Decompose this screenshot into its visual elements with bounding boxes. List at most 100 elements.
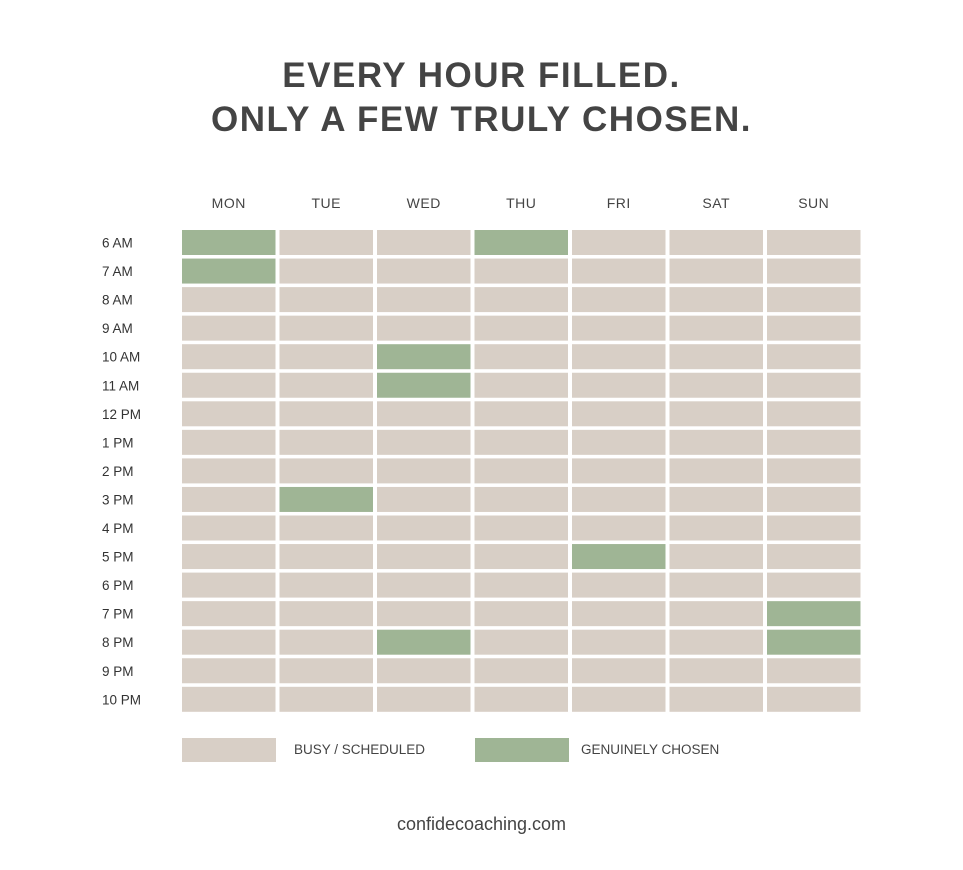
heatmap-cell-busy (669, 287, 763, 313)
heatmap-cell-busy (182, 686, 276, 712)
legend-label-chosen: GENUINELY CHOSEN (581, 742, 720, 757)
heatmap-cell-busy (767, 429, 861, 455)
title-line-2: ONLY A FEW TRULY CHOSEN. (211, 100, 752, 139)
day-label-thu: THU (506, 195, 536, 211)
heatmap-cell-chosen (279, 486, 373, 512)
day-label-fri: FRI (607, 195, 631, 211)
heatmap-cell-chosen (767, 629, 861, 655)
heatmap-cell-busy (279, 344, 373, 370)
heatmap-cell-busy (279, 515, 373, 541)
heatmap-cell-busy (279, 544, 373, 570)
heatmap-cell-busy (377, 544, 471, 570)
hour-label: 2 PM (102, 464, 134, 479)
heatmap-cell-busy (767, 258, 861, 284)
hour-label: 12 PM (102, 407, 141, 422)
heatmap-cell-chosen (572, 544, 666, 570)
heatmap-cell-busy (767, 515, 861, 541)
heatmap-cell-busy (572, 258, 666, 284)
legend-swatch-busy (182, 738, 276, 762)
heatmap-cell-busy (572, 601, 666, 627)
heatmap-cell-busy (572, 458, 666, 484)
heatmap-cell-busy (474, 315, 568, 341)
heatmap-cell-busy (474, 629, 568, 655)
heatmap-cell-busy (572, 287, 666, 313)
heatmap-cell-busy (572, 658, 666, 684)
heatmap-cell-busy (279, 372, 373, 398)
heatmap-cell-busy (669, 230, 763, 255)
heatmap-cell-busy (182, 572, 276, 598)
heatmap-cell-busy (572, 686, 666, 712)
heatmap-cell-busy (182, 429, 276, 455)
heatmap-cell-busy (474, 572, 568, 598)
heatmap-cell-busy (474, 486, 568, 512)
heatmap-cell-busy (377, 258, 471, 284)
heatmap-cell-busy (572, 486, 666, 512)
heatmap-cell-busy (572, 401, 666, 427)
heatmap-cell-chosen (377, 629, 471, 655)
heatmap-cell-busy (572, 515, 666, 541)
heatmap-cell-busy (572, 344, 666, 370)
heatmap-cell-busy (572, 629, 666, 655)
heatmap-cell-busy (474, 544, 568, 570)
heatmap-cell-busy (377, 572, 471, 598)
heatmap-cell-busy (377, 401, 471, 427)
heatmap-cell-busy (767, 287, 861, 313)
heatmap-cell-busy (279, 572, 373, 598)
heatmap-cell-busy (279, 287, 373, 313)
heatmap-cell-busy (182, 458, 276, 484)
heatmap-cell-busy (182, 401, 276, 427)
day-label-tue: TUE (312, 195, 342, 211)
heatmap-cell-busy (377, 458, 471, 484)
heatmap-cell-busy (279, 629, 373, 655)
heatmap-cell-busy (279, 401, 373, 427)
heatmap-cell-busy (377, 230, 471, 255)
day-label-wed: WED (407, 195, 441, 211)
heatmap-cell-busy (474, 401, 568, 427)
heatmap-cell-busy (182, 344, 276, 370)
heatmap-cell-busy (377, 315, 471, 341)
heatmap-cell-busy (572, 230, 666, 255)
heatmap-cell-busy (182, 544, 276, 570)
hour-label: 9 AM (102, 321, 133, 336)
day-label-sun: SUN (798, 195, 829, 211)
heatmap-cell-busy (377, 658, 471, 684)
heatmap-cell-busy (767, 458, 861, 484)
heatmap-cell-busy (767, 572, 861, 598)
hour-label: 5 PM (102, 550, 134, 565)
heatmap-cell-busy (669, 372, 763, 398)
heatmap-cell-busy (474, 429, 568, 455)
heatmap-cell-busy (474, 287, 568, 313)
heatmap-cell-busy (669, 601, 763, 627)
heatmap-cell-busy (377, 287, 471, 313)
heatmap-cell-busy (572, 429, 666, 455)
heatmap-cell-busy (182, 601, 276, 627)
heatmap-cell-busy (279, 230, 373, 255)
hour-label: 6 PM (102, 578, 134, 593)
heatmap-cell-busy (669, 258, 763, 284)
heatmap-cell-busy (474, 344, 568, 370)
heatmap-cell-busy (182, 372, 276, 398)
heatmap-cell-chosen (767, 601, 861, 627)
hour-label: 7 PM (102, 607, 134, 622)
footer-website: confidecoaching.com (396, 814, 567, 834)
heatmap-cell-busy (279, 429, 373, 455)
heatmap-cell-busy (474, 686, 568, 712)
hour-label: 8 PM (102, 635, 134, 650)
heatmap-cell-busy (767, 230, 861, 255)
heatmap-cell-busy (279, 458, 373, 484)
heatmap-cell-busy (182, 315, 276, 341)
legend-label-busy: BUSY / SCHEDULED (294, 742, 426, 757)
heatmap-cell-busy (279, 315, 373, 341)
hour-label: 1 PM (102, 435, 134, 450)
heatmap-cell-busy (767, 486, 861, 512)
hour-label: 10 PM (102, 692, 141, 707)
heatmap-cell-busy (669, 544, 763, 570)
heatmap-cell-busy (572, 572, 666, 598)
heatmap-cell-chosen (377, 344, 471, 370)
heatmap-cell-chosen (474, 230, 568, 255)
heatmap-cell-busy (669, 658, 763, 684)
heatmap-cell-busy (669, 515, 763, 541)
heatmap-cell-busy (474, 658, 568, 684)
heatmap-cell-busy (669, 458, 763, 484)
heatmap-cell-chosen (182, 230, 276, 255)
